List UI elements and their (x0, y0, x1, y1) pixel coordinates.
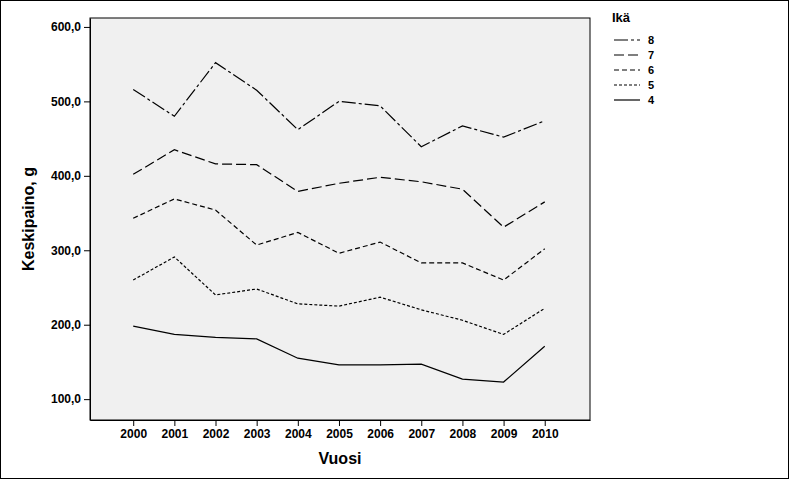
y-tick-label: 500,0 (51, 95, 81, 109)
x-tick: 2004 (285, 420, 312, 441)
x-tick-label: 2010 (532, 427, 559, 441)
legend-swatch (614, 69, 640, 70)
legend-label: 6 (648, 64, 654, 76)
x-tick-mark (298, 420, 299, 426)
y-tick-mark (84, 399, 90, 400)
x-tick-label: 2006 (367, 427, 394, 441)
y-tick: 600,0 (51, 20, 90, 34)
x-tick-mark (462, 420, 463, 426)
legend: Ikä 8 7 6 5 4 (612, 10, 655, 106)
x-tick: 2001 (162, 420, 189, 441)
legend-title: Ikä (612, 10, 631, 25)
y-tick: 500,0 (51, 95, 90, 109)
series-line (133, 150, 545, 227)
plot-frame (90, 18, 590, 420)
series-line (133, 199, 545, 280)
x-tick-label: 2004 (285, 427, 312, 441)
x-tick: 2002 (203, 420, 230, 441)
legend-label: 8 (648, 34, 654, 46)
series-line (133, 63, 545, 147)
x-tick-label: 2008 (450, 427, 477, 441)
x-tick: 2010 (532, 420, 559, 441)
x-tick-mark (504, 420, 505, 426)
series-line (133, 257, 545, 334)
y-axis-title: Keskipaino, g (20, 167, 37, 271)
y-tick: 400,0 (51, 169, 90, 183)
y-tick: 300,0 (51, 244, 90, 258)
x-axis-title: Vuosi (319, 450, 362, 467)
x-tick-mark (339, 420, 340, 426)
y-tick: 200,0 (51, 318, 90, 332)
y-tick: 100,0 (51, 392, 90, 406)
x-tick: 2009 (491, 420, 518, 441)
x-tick-mark (133, 420, 134, 426)
y-axis-line (90, 19, 91, 421)
legend-swatch (614, 54, 640, 55)
x-tick-label: 2001 (162, 427, 189, 441)
y-tick-mark (84, 27, 90, 28)
legend-swatch (614, 39, 640, 40)
y-axis: 100,0 200,0 300,0 400,0 500,0 600,0 (51, 19, 91, 421)
y-tick-mark (84, 325, 90, 326)
x-tick-mark (216, 420, 217, 426)
x-tick-label: 2007 (408, 427, 435, 441)
y-tick-label: 100,0 (51, 392, 81, 406)
x-tick-label: 2002 (203, 427, 230, 441)
legend-label: 5 (648, 79, 654, 91)
x-tick: 2000 (120, 420, 147, 441)
x-tick: 2007 (408, 420, 435, 441)
legend-swatch (614, 99, 640, 100)
series-line (133, 326, 545, 382)
x-tick-label: 2009 (491, 427, 518, 441)
legend-swatch (614, 84, 640, 85)
x-axis: 2000 2001 2002 2003 2004 2005 2006 2007 2008 2009… (91, 420, 591, 441)
outer-frame (1, 1, 789, 479)
legend-label: 4 (648, 94, 655, 106)
x-tick-label: 2005 (326, 427, 353, 441)
x-tick-mark (174, 420, 175, 426)
x-tick-label: 2000 (120, 427, 147, 441)
x-axis-line (91, 420, 591, 421)
y-tick-mark (84, 176, 90, 177)
chart: 100,0200,0300,0400,0500,0600,02000200120… (0, 0, 789, 479)
x-tick-mark (257, 420, 258, 426)
x-tick-label: 2003 (244, 427, 271, 441)
y-tick-label: 400,0 (51, 169, 81, 183)
y-tick-mark (84, 101, 90, 102)
x-tick: 2006 (367, 420, 394, 441)
x-tick-mark (421, 420, 422, 426)
x-tick: 2003 (244, 420, 271, 441)
legend-label: 7 (648, 49, 654, 61)
y-tick-mark (84, 250, 90, 251)
y-tick-label: 600,0 (51, 20, 81, 34)
x-tick: 2008 (450, 420, 477, 441)
lines (133, 63, 545, 382)
y-tick-label: 300,0 (51, 244, 81, 258)
x-tick-mark (545, 420, 546, 426)
y-tick-label: 200,0 (51, 318, 81, 332)
x-tick: 2005 (326, 420, 353, 441)
x-tick-mark (380, 420, 381, 426)
